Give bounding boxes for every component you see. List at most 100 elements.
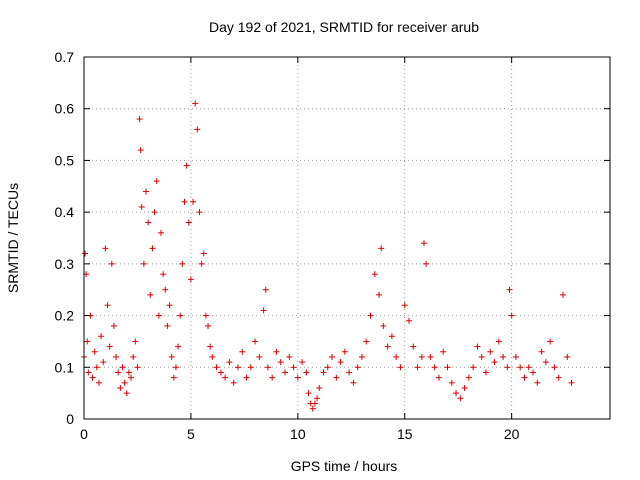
data-point <box>134 364 141 371</box>
x-tick-label: 10 <box>290 426 306 442</box>
data-point <box>226 359 233 366</box>
data-point <box>547 338 554 345</box>
data-point <box>320 369 327 376</box>
data-point <box>337 359 344 366</box>
y-tick-label: 0.7 <box>55 49 75 65</box>
data-point <box>500 353 507 360</box>
data-point <box>506 286 513 293</box>
y-axis-label: SRMTID / TECUs <box>5 183 21 293</box>
data-point <box>136 116 143 123</box>
data-point <box>143 188 150 195</box>
data-point <box>202 312 209 319</box>
data-point <box>521 374 528 381</box>
data-point <box>177 312 184 319</box>
data-point <box>115 369 122 376</box>
data-point <box>305 390 312 397</box>
y-tick-label: 0.5 <box>55 152 75 168</box>
y-tick-label: 0.4 <box>55 204 75 220</box>
y-tick-label: 0.1 <box>55 359 75 375</box>
data-point <box>200 250 207 257</box>
data-point <box>192 100 199 107</box>
y-tick-label: 0.2 <box>55 308 75 324</box>
data-point <box>534 379 541 386</box>
data-point <box>551 364 558 371</box>
data-point <box>194 126 201 133</box>
data-point <box>568 379 575 386</box>
data-point <box>196 209 203 216</box>
data-point <box>262 286 269 293</box>
data-point <box>162 286 169 293</box>
data-point <box>525 364 532 371</box>
data-point <box>213 364 220 371</box>
data-point <box>495 338 502 345</box>
data-point <box>84 338 91 345</box>
data-point <box>559 291 566 298</box>
data-point <box>478 353 485 360</box>
data-point <box>132 338 139 345</box>
data-point <box>410 343 417 350</box>
data-point <box>106 343 113 350</box>
data-point <box>453 390 460 397</box>
data-point <box>137 147 144 154</box>
data-point <box>371 271 378 278</box>
data-point <box>367 312 374 319</box>
data-point <box>448 379 455 386</box>
data-point <box>512 353 519 360</box>
data-point <box>303 369 310 376</box>
grid <box>84 57 610 419</box>
data-point <box>378 245 385 252</box>
data-point <box>179 260 186 267</box>
data-point <box>281 369 288 376</box>
data-point <box>138 203 145 210</box>
x-tick-label: 5 <box>187 426 195 442</box>
data-point <box>517 364 524 371</box>
data-point <box>461 384 468 391</box>
data-point <box>198 260 205 267</box>
data-point <box>376 291 383 298</box>
data-point <box>290 364 297 371</box>
data-point <box>205 322 212 329</box>
data-point <box>187 276 194 283</box>
data-point <box>346 369 353 376</box>
data-point <box>93 364 100 371</box>
data-point <box>102 245 109 252</box>
plot-frame <box>83 56 611 420</box>
data-point <box>440 348 447 355</box>
data-point <box>123 390 130 397</box>
axis-ticks: 0 0.1 0.2 0.3 0.4 0.5 0.6 0.7 0 5 10 15 20 <box>55 49 610 442</box>
data-point <box>113 353 120 360</box>
data-point <box>423 260 430 267</box>
data-point <box>85 369 92 376</box>
data-point <box>209 353 216 360</box>
data-point <box>207 343 214 350</box>
data-point <box>104 302 111 309</box>
data-point <box>470 364 477 371</box>
data-point <box>160 271 167 278</box>
data-point <box>474 343 481 350</box>
data-point <box>91 348 98 355</box>
data-point <box>130 353 137 360</box>
data-point <box>98 333 105 340</box>
x-tick-label: 20 <box>504 426 520 442</box>
data-point <box>82 250 89 257</box>
data-point <box>175 343 182 350</box>
data-point <box>153 178 160 185</box>
data-point <box>145 219 152 226</box>
data-point <box>401 302 408 309</box>
data-point <box>329 353 336 360</box>
data-point <box>217 369 224 376</box>
data-point <box>157 229 164 236</box>
data-point <box>487 348 494 355</box>
data-point <box>444 364 451 371</box>
data-point <box>155 312 162 319</box>
data-point <box>128 374 135 381</box>
data-point <box>117 384 124 391</box>
data-point <box>121 379 128 386</box>
data-point <box>309 405 316 412</box>
data-point <box>384 343 391 350</box>
data-point <box>243 374 250 381</box>
data-point <box>230 379 237 386</box>
data-point <box>234 364 241 371</box>
